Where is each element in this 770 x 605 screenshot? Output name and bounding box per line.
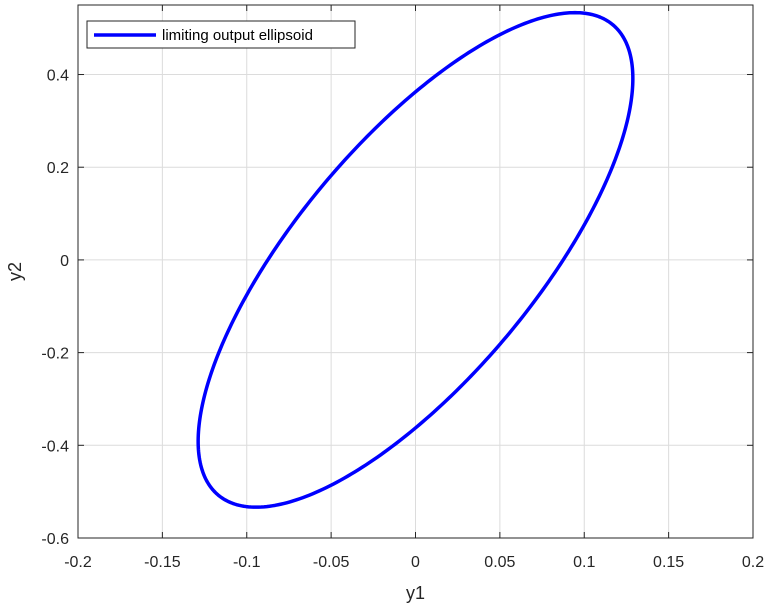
ticks-layer bbox=[77, 5, 754, 539]
x-tick-label: 0.1 bbox=[573, 554, 595, 571]
x-tick-label: -0.1 bbox=[233, 554, 261, 571]
grid-lines bbox=[78, 5, 753, 538]
x-tick-label: 0.05 bbox=[484, 554, 515, 571]
y-tick-label: -0.6 bbox=[41, 531, 69, 548]
y-tick-labels: -0.6 -0.4 -0.2 0 0.2 0.4 bbox=[41, 68, 69, 548]
y-tick-label: 0.2 bbox=[47, 160, 69, 177]
x-tick-labels: -0.2 -0.15 -0.1 -0.05 0 0.05 0.1 0.15 0.2 bbox=[64, 554, 764, 571]
x-axis-label: y1 bbox=[406, 583, 425, 603]
x-tick-label: -0.2 bbox=[64, 554, 92, 571]
y-axis-label: y2 bbox=[5, 262, 25, 281]
y-tick-label: 0.4 bbox=[47, 68, 69, 85]
y-tick-label: -0.4 bbox=[41, 438, 69, 455]
x-tick-label: 0.2 bbox=[742, 554, 764, 571]
y-tick-label: -0.2 bbox=[41, 346, 69, 363]
x-tick-label: -0.15 bbox=[144, 554, 181, 571]
series-line-limiting-output-ellipsoid bbox=[196, 10, 635, 509]
series-layer bbox=[196, 10, 635, 509]
x-tick-label: -0.05 bbox=[313, 554, 350, 571]
x-tick-label: 0.15 bbox=[653, 554, 684, 571]
y-tick-label: 0 bbox=[60, 253, 69, 270]
legend-label: limiting output ellipsoid bbox=[162, 27, 313, 44]
x-tick-label: 0 bbox=[411, 554, 420, 571]
legend: limiting output ellipsoid bbox=[86, 20, 356, 49]
